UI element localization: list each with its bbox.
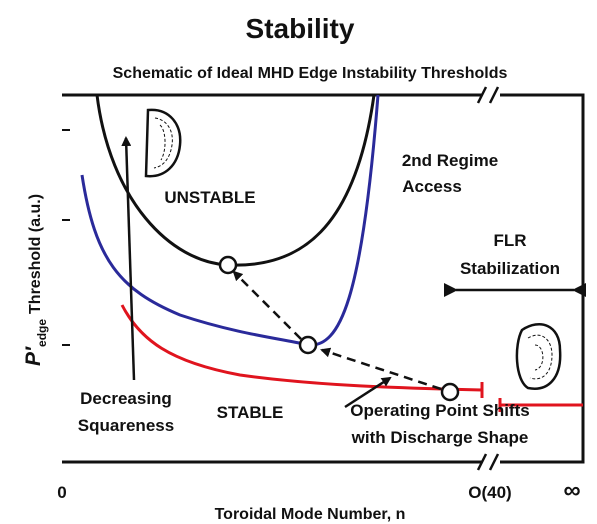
- plot-frame: [62, 86, 585, 471]
- threshold-curves: [80, 94, 583, 412]
- plasma-shape-icons: [144, 108, 562, 390]
- x-axis-title: Toroidal Mode Number, n: [215, 506, 406, 523]
- y-symbol: P′: [22, 346, 45, 366]
- annotation: Operating Point Shifts: [350, 401, 529, 420]
- annotation: Decreasing: [80, 389, 172, 408]
- region-label: FLR: [493, 231, 526, 250]
- arrows: [121, 136, 586, 409]
- region-label: 2nd Regime: [402, 151, 498, 170]
- title: Stability: [246, 13, 355, 44]
- annotation: Squareness: [78, 416, 174, 435]
- y-label: Threshold (a.u.): [27, 194, 44, 314]
- x-tick-label: O(40): [468, 483, 511, 502]
- subtitle: Schematic of Ideal MHD Edge Instability …: [113, 65, 508, 82]
- region-label: UNSTABLE: [164, 188, 255, 207]
- region-label: Stabilization: [460, 259, 560, 278]
- region-label: STABLE: [217, 403, 284, 422]
- y-axis-title: P′edge Threshold (a.u.): [22, 194, 49, 366]
- annotation: with Discharge Shape: [351, 428, 529, 447]
- y-subscript: edge: [35, 319, 49, 347]
- region-label: Access: [402, 177, 462, 196]
- x-tick-label: 0: [57, 483, 66, 502]
- operating-points: [218, 255, 460, 402]
- x-tick-label: ∞: [563, 477, 580, 504]
- shift-arrows: [232, 270, 442, 391]
